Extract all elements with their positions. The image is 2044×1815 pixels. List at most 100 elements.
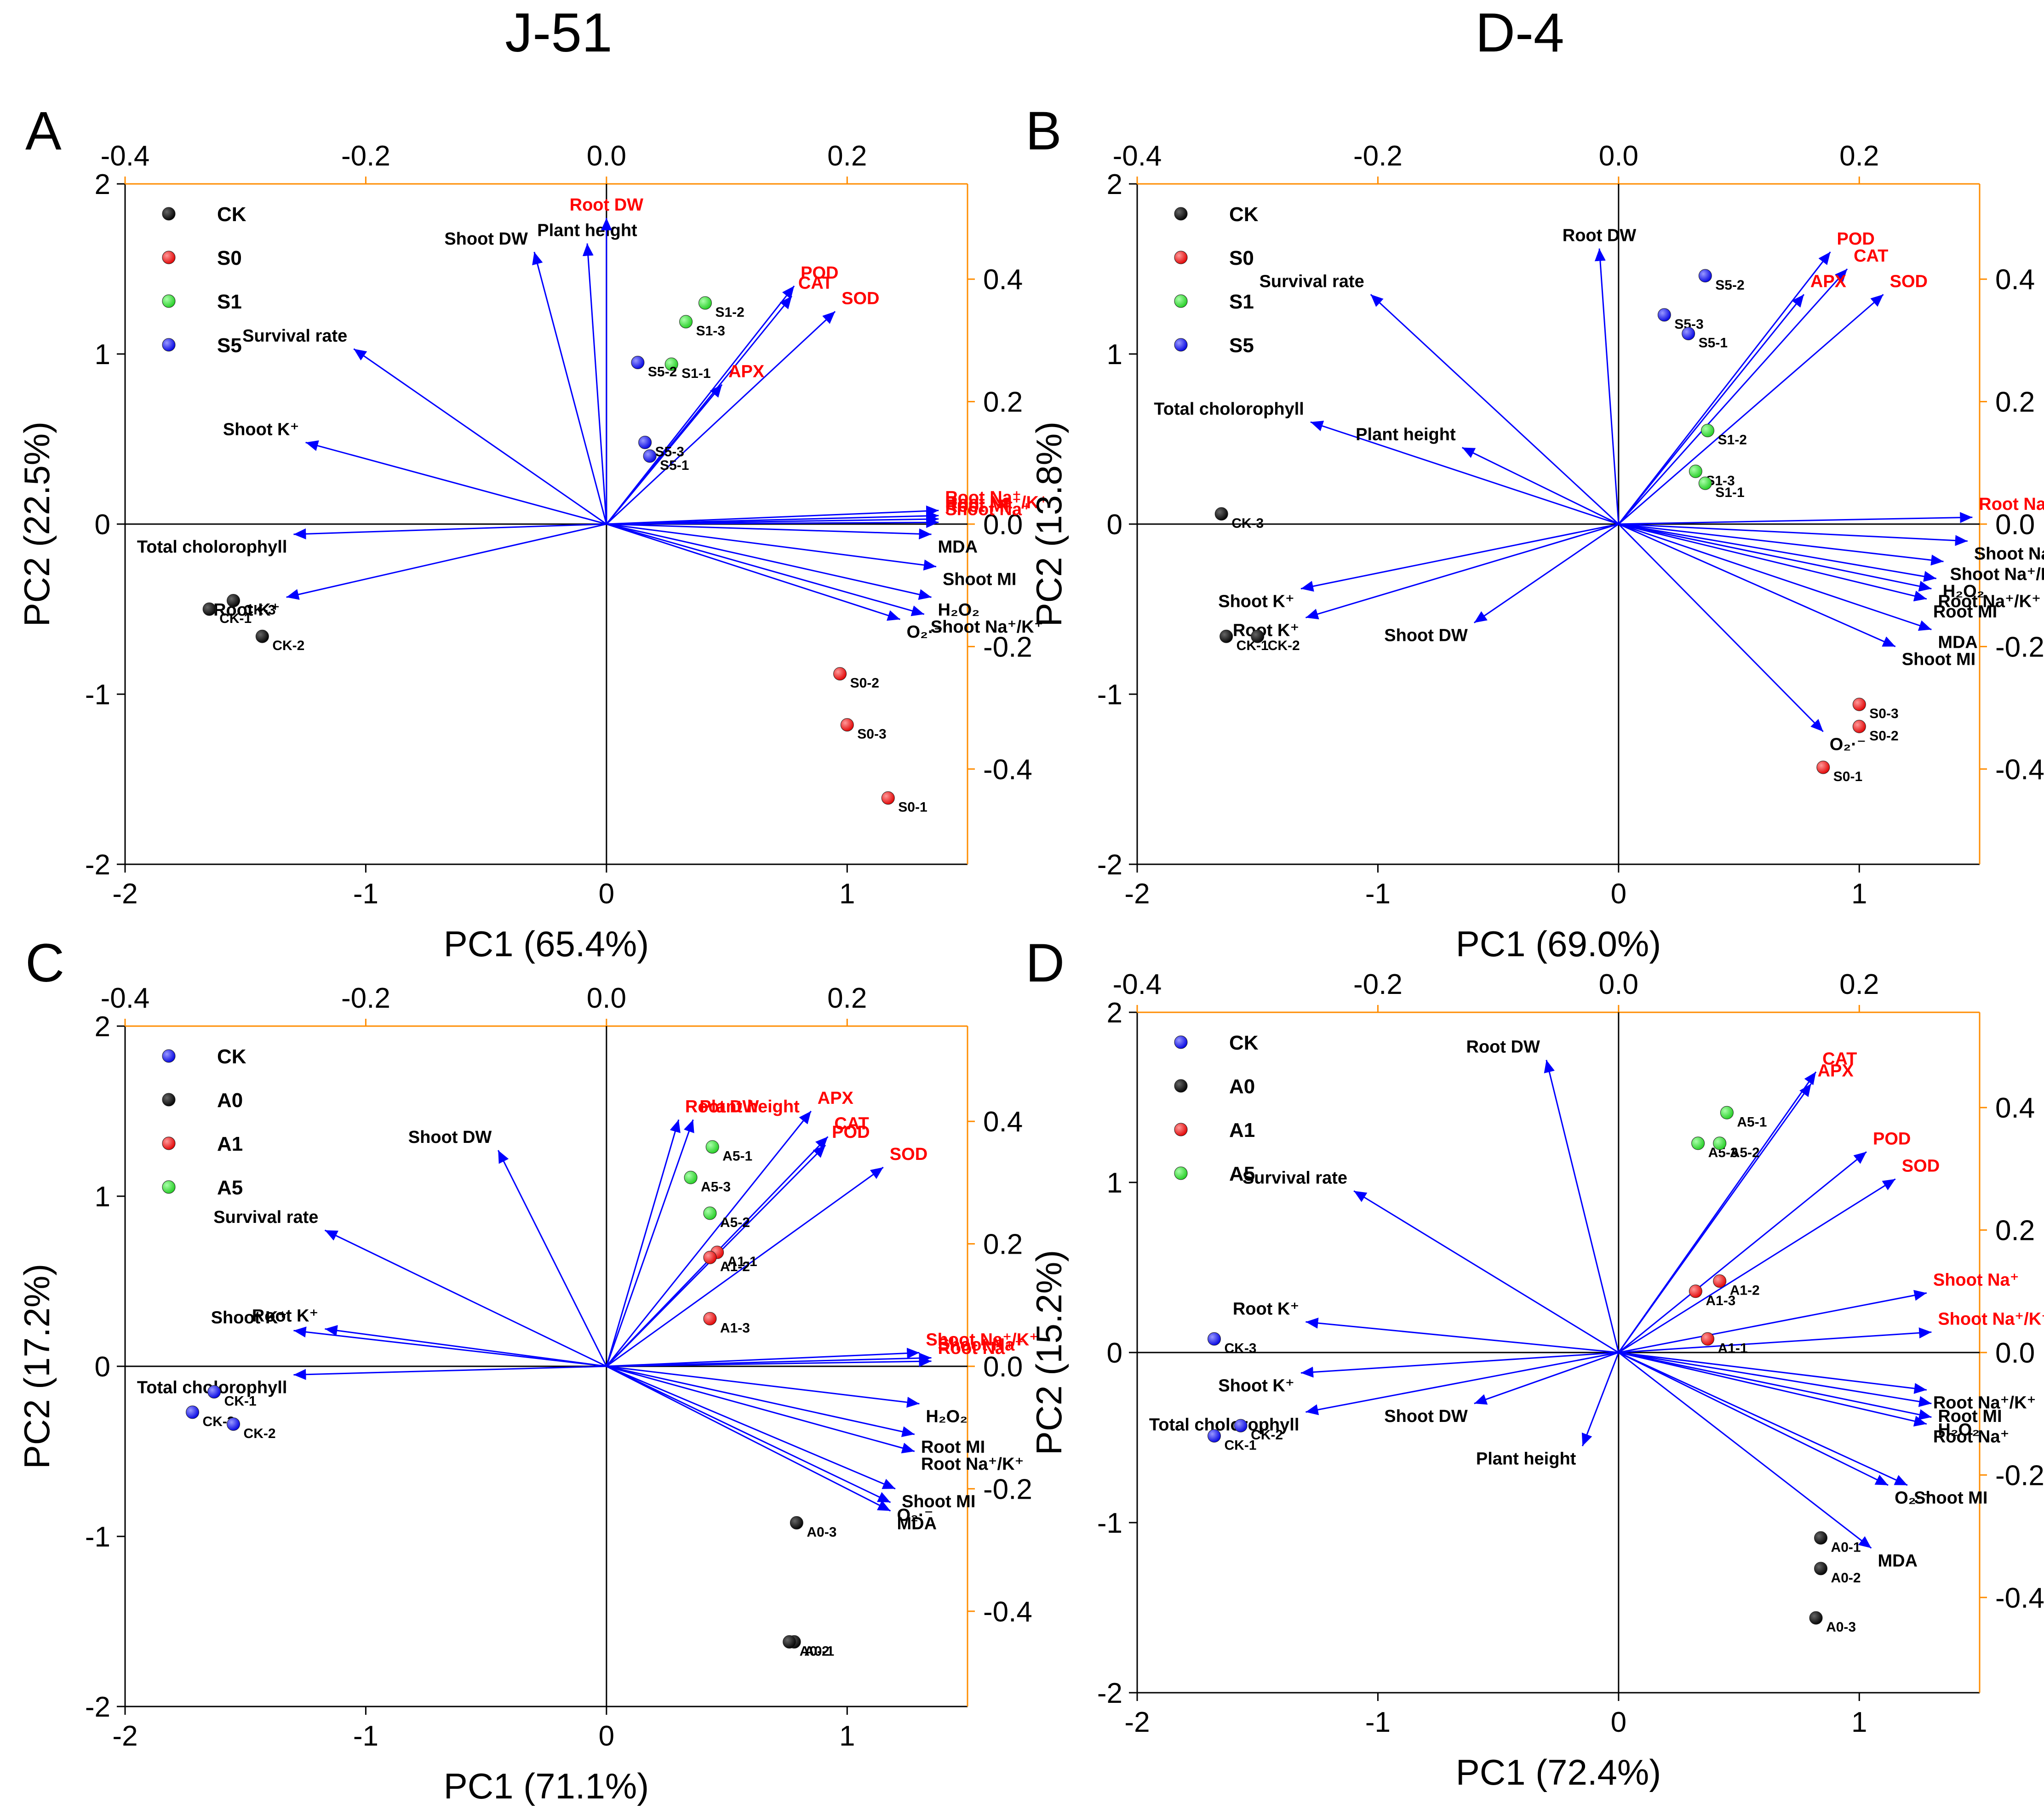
top-x-tick-label: -0.4 — [1113, 969, 1162, 1000]
y-tick-label: 1 — [95, 1181, 110, 1213]
top-x-tick-label: -0.4 — [101, 140, 150, 172]
y-tick-label: -1 — [85, 1521, 110, 1553]
score-label-a0-3: A0-3 — [1826, 1620, 1856, 1635]
loading-arrow-h2o2 — [1618, 1352, 1932, 1420]
score-label-s1-2: S1-2 — [715, 305, 744, 320]
loading-label-shoot-dw: Shoot DW — [1384, 626, 1468, 645]
loading-label-shoot-na-plus-k-plus: Shoot Na⁺/K⁺ — [1950, 565, 2044, 584]
x-tick-label: -2 — [112, 878, 137, 910]
loading-label-shoot-k-plus: Shoot K⁺ — [223, 420, 299, 439]
loading-arrow-sod — [606, 311, 836, 525]
loading-arrow-shoot-k-plus — [293, 1326, 607, 1367]
score-label-a1-3: A1-3 — [1706, 1293, 1735, 1308]
right-y-tick-label: 0.0 — [1995, 1337, 2035, 1369]
score-label-ck-1: CK-1 — [224, 1394, 257, 1409]
loading-arrow-plant-height — [1461, 447, 1619, 525]
loading-label-plant-height: Plant height — [1476, 1450, 1576, 1469]
loading-arrow-shoot-na-plus-k-plus — [606, 1347, 920, 1367]
right-y-tick-label: 0.2 — [983, 387, 1023, 418]
score-point-ck-1 — [1207, 1429, 1221, 1443]
right-y-tick-label: 0.2 — [1995, 1215, 2035, 1247]
score-point-ck-3 — [1207, 1332, 1221, 1346]
score-point-ck-2 — [1251, 629, 1265, 643]
loading-arrow-apx — [1618, 294, 1805, 525]
loading-arrow-root-k-plus — [1305, 523, 1619, 620]
score-label-s1-3: S1-3 — [696, 324, 725, 339]
loading-label-sod: SOD — [1902, 1157, 1940, 1176]
score-point-s1-3 — [679, 315, 693, 329]
score-point-a5-2 — [703, 1206, 717, 1220]
loading-label-root-mi: Root MI — [1938, 1407, 2002, 1426]
legend-label-s1: S1 — [217, 291, 242, 313]
x-axis-title: PC1 (71.1%) — [444, 1766, 649, 1806]
loading-arrow-shoot-k-plus — [1300, 1352, 1619, 1378]
loading-arrow-root-mi — [1618, 1352, 1932, 1407]
score-point-a0-2 — [1814, 1562, 1828, 1575]
y-tick-label: 2 — [1107, 997, 1122, 1029]
loading-arrow-apx — [606, 1111, 812, 1367]
score-label-s5-2: S5-2 — [1715, 278, 1744, 293]
legend-marker-a1 — [1174, 1123, 1188, 1136]
score-point-s0-1 — [1816, 760, 1830, 774]
loading-arrow-shoot-mi — [1618, 1352, 1908, 1486]
loading-label-o2-radical: O₂·⁻ — [897, 1506, 933, 1525]
loading-label-shoot-k-plus: Shoot K⁺ — [1218, 592, 1294, 611]
loading-label-survival-rate: Survival rate — [1242, 1169, 1347, 1188]
top-x-tick-label: 0.0 — [587, 982, 626, 1014]
score-label-a1-2: A1-2 — [720, 1259, 750, 1274]
top-x-tick-label: 0.2 — [827, 140, 867, 172]
score-point-s1-1 — [664, 357, 678, 371]
loading-label-root-k-plus: Root K⁺ — [213, 600, 280, 620]
loading-label-plant-height: Plant height — [537, 221, 637, 240]
legend-marker-a5 — [162, 1180, 176, 1194]
loading-label-h2o2: H₂O₂ — [1943, 582, 1985, 601]
score-label-s1-2: S1-2 — [1718, 433, 1747, 448]
score-label-a5-1: A5-1 — [1737, 1114, 1767, 1130]
score-label-a5-3: A5-3 — [701, 1179, 731, 1194]
loading-arrow-shoot-na-plus-k-plus — [606, 523, 925, 616]
loading-label-pod: POD — [832, 1123, 870, 1142]
score-label-ck-1: CK-1 — [219, 611, 252, 626]
loading-arrow-sod — [1618, 1178, 1896, 1353]
legend-marker-a5 — [1174, 1166, 1188, 1180]
score-label-a1-1: A1-1 — [1718, 1341, 1748, 1356]
loading-label-root-na-plus: Root Na⁺ — [945, 488, 1021, 507]
score-label-a5-2: A5-2 — [1730, 1145, 1760, 1160]
loading-label-shoot-k-plus: Shoot K⁺ — [211, 1308, 287, 1327]
score-point-a5-2 — [1713, 1136, 1727, 1150]
y-axis-title: PC2 (13.8%) — [1029, 422, 1069, 627]
loading-arrow-cat — [1618, 268, 1848, 525]
loading-arrow-shoot-dw — [1473, 523, 1619, 623]
x-axis-title: PC1 (72.4%) — [1456, 1752, 1661, 1792]
loading-arrow-survival-rate — [1370, 294, 1619, 525]
loading-label-mda: MDA — [938, 537, 978, 557]
score-label-a0-3: A0-3 — [807, 1524, 836, 1540]
loading-label-root-na-plus-k-plus: Root Na⁺/K⁺ — [921, 1455, 1024, 1474]
loading-arrow-total-cholorophyll — [293, 523, 607, 540]
loading-label-apx: APX — [818, 1089, 854, 1108]
loading-arrow-shoot-mi — [606, 1365, 896, 1490]
score-point-s1-2 — [1701, 424, 1715, 437]
loading-label-mda: MDA — [1938, 633, 1978, 652]
loading-arrow-shoot-k-plus — [305, 440, 607, 525]
legend-label-a1: A1 — [217, 1133, 243, 1155]
score-point-a5-3 — [1691, 1136, 1705, 1150]
score-point-a0-3 — [790, 1516, 803, 1530]
score-point-a1-2 — [703, 1250, 717, 1264]
x-tick-label: -1 — [1365, 1707, 1391, 1738]
legend-label-s0: S0 — [1229, 247, 1254, 269]
right-y-tick-label: -0.4 — [1995, 754, 2044, 786]
loading-label-root-dw: Root DW — [1466, 1038, 1540, 1057]
y-tick-label: -2 — [1097, 849, 1122, 881]
loading-label-total-cholorophyll: Total cholorophyll — [137, 537, 287, 557]
score-label-ck-2: CK-2 — [244, 1426, 276, 1441]
loading-arrow-shoot-dw — [532, 251, 607, 525]
loading-arrow-h2o2 — [606, 1365, 920, 1408]
loading-arrow-total-cholorophyll — [293, 1365, 607, 1380]
y-tick-label: -1 — [85, 679, 110, 711]
legend-marker-ck — [1174, 207, 1188, 221]
score-point-s0-2 — [833, 667, 847, 681]
score-label-ck-3: CK-3 — [1224, 1341, 1256, 1356]
loading-arrow-shoot-na-plus — [606, 517, 939, 528]
x-tick-label: -2 — [112, 1720, 137, 1752]
